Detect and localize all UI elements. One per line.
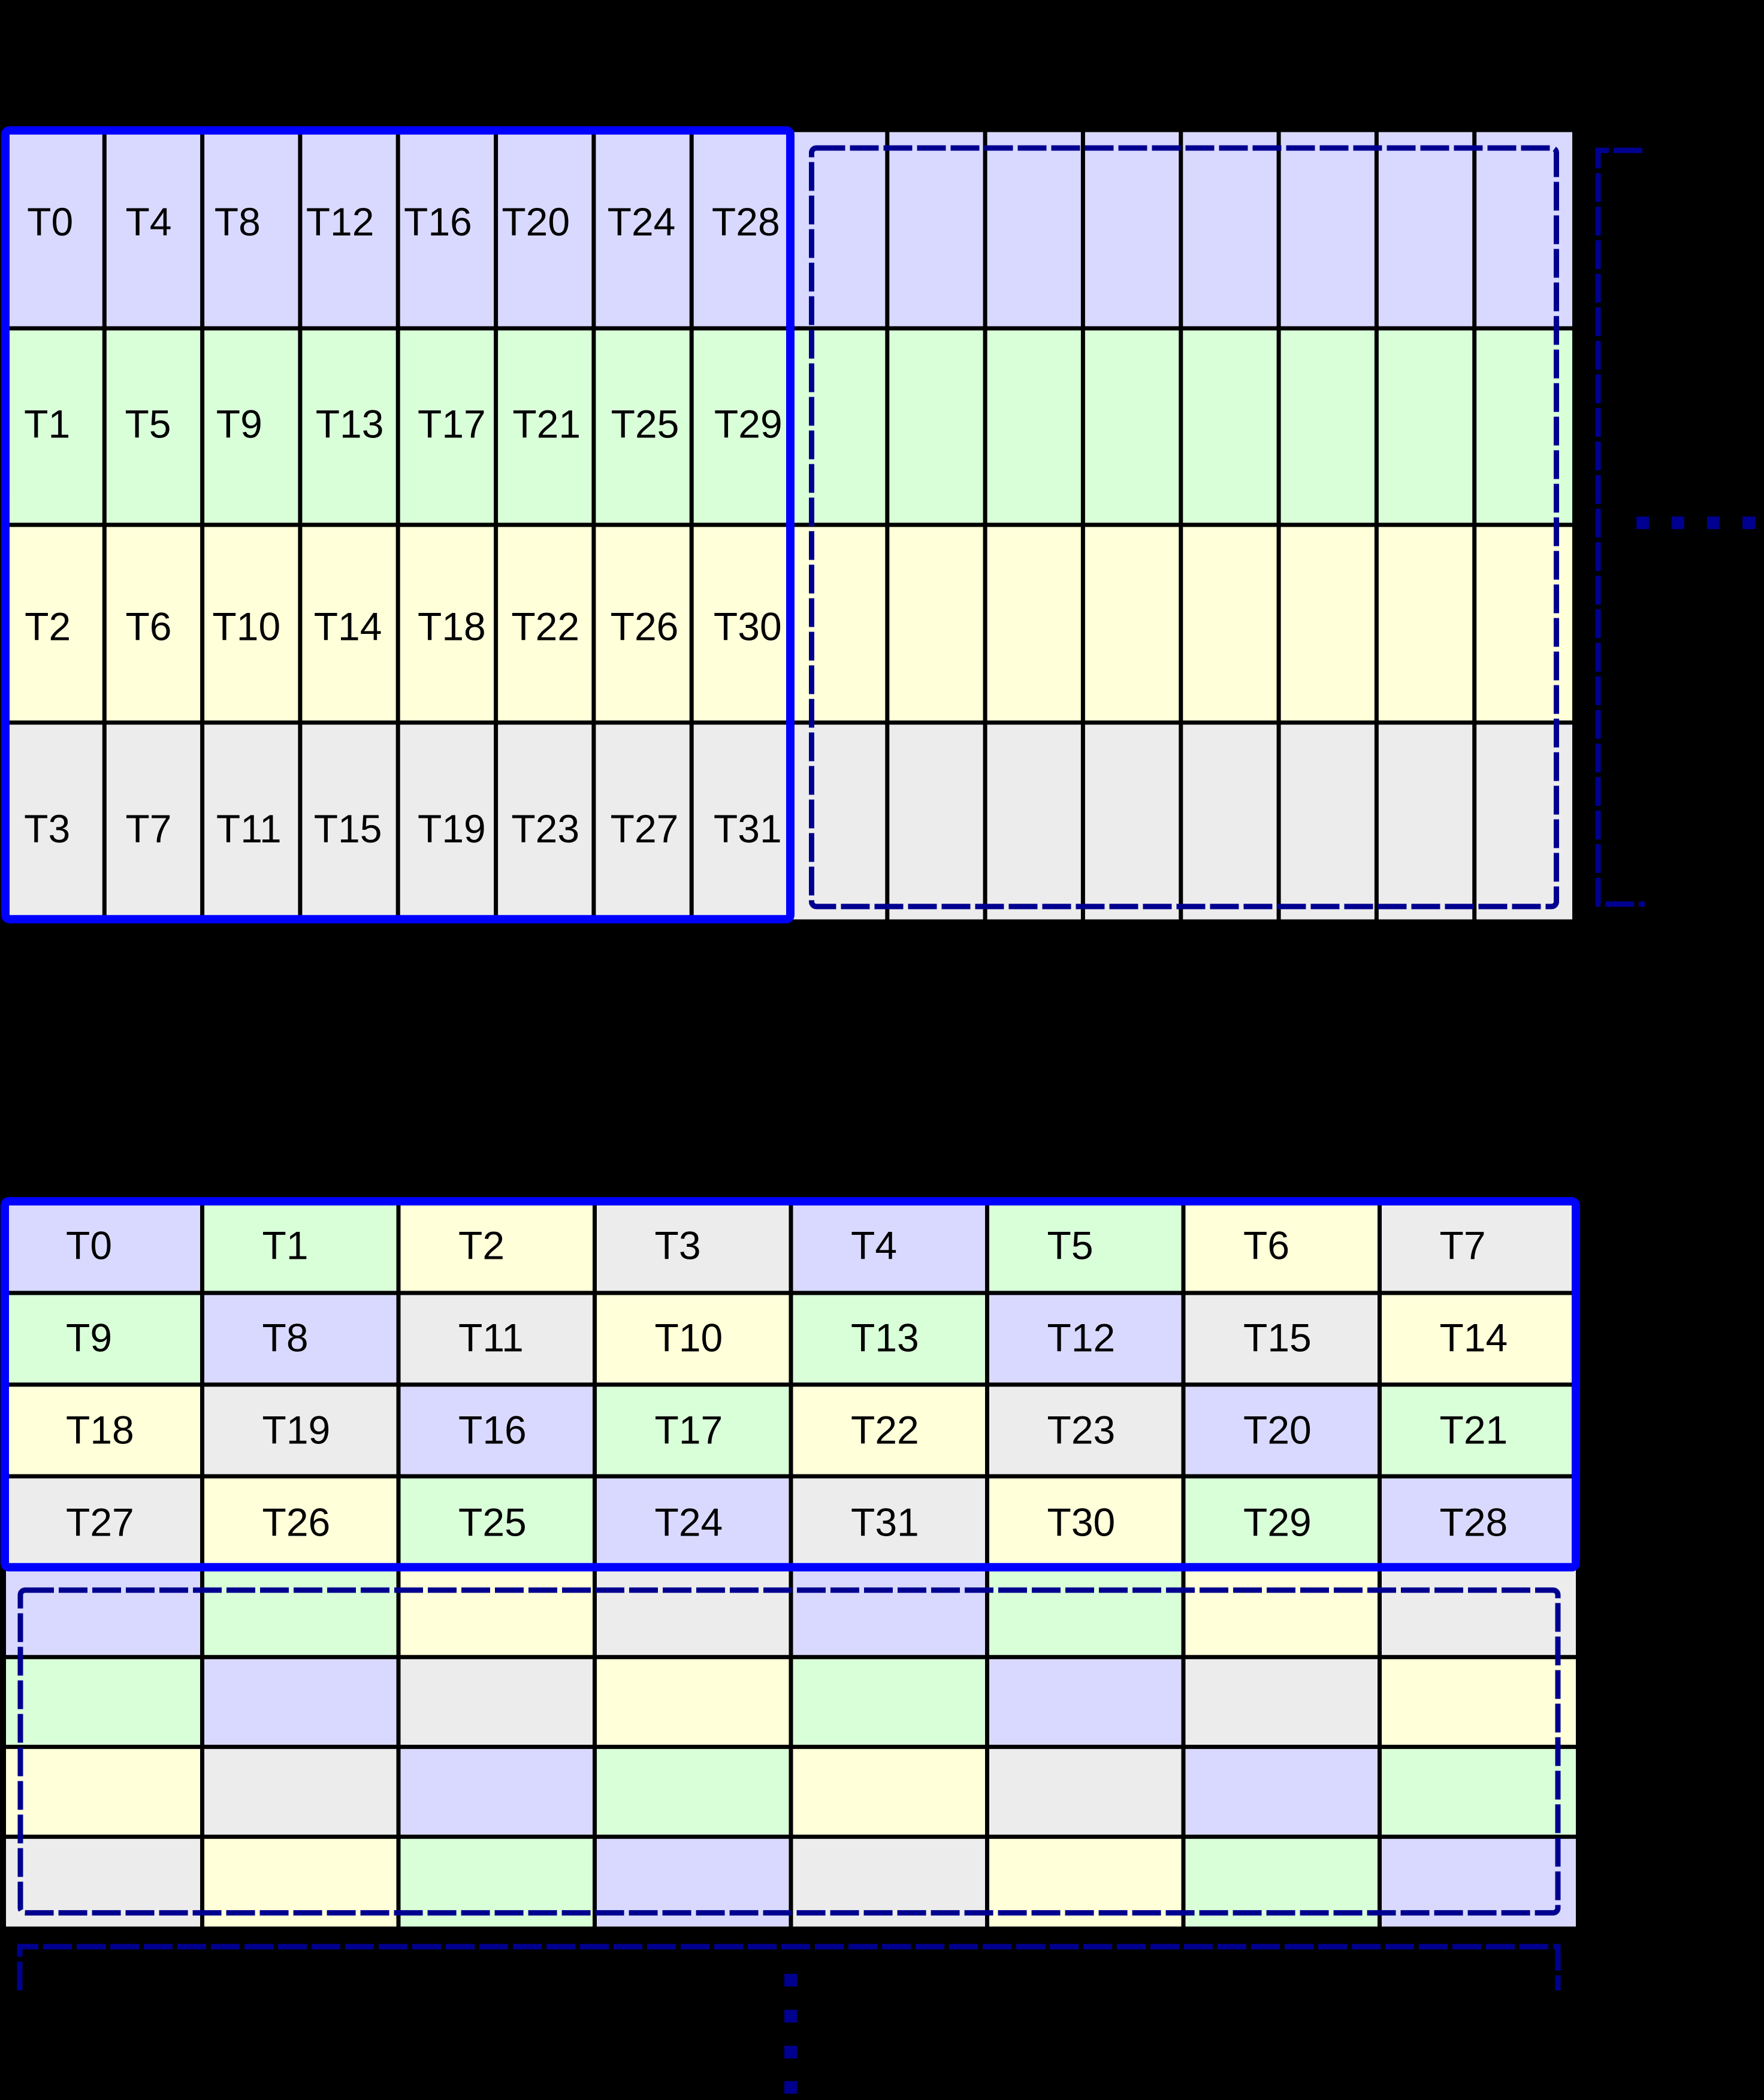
svg-text:T4: T4 [125, 200, 171, 244]
svg-text:T17: T17 [418, 402, 486, 446]
svg-text:T22: T22 [851, 1407, 919, 1452]
svg-text:T15: T15 [1243, 1315, 1312, 1359]
svg-text:T25: T25 [458, 1500, 527, 1544]
svg-text:T8: T8 [262, 1315, 309, 1359]
svg-text:T24: T24 [655, 1500, 723, 1544]
svg-text:T23: T23 [1047, 1407, 1116, 1452]
svg-text:T11: T11 [216, 806, 282, 851]
svg-text:T30: T30 [714, 604, 782, 648]
svg-text:T22: T22 [511, 604, 579, 648]
svg-text:T20: T20 [1243, 1407, 1312, 1452]
svg-text:T14: T14 [1440, 1315, 1508, 1359]
svg-text:T24: T24 [608, 200, 676, 244]
svg-text:T2: T2 [458, 1223, 505, 1267]
svg-text:T4: T4 [851, 1223, 897, 1267]
svg-text:T7: T7 [125, 806, 171, 851]
svg-text:T25: T25 [611, 402, 679, 446]
svg-text:T18: T18 [66, 1407, 134, 1452]
svg-text:T10: T10 [655, 1315, 723, 1359]
svg-text:T16: T16 [404, 200, 472, 244]
svg-text:T6: T6 [1243, 1223, 1289, 1267]
svg-text:T14: T14 [314, 604, 382, 648]
svg-text:T13: T13 [316, 402, 384, 446]
svg-text:T0: T0 [66, 1223, 112, 1267]
svg-text:T9: T9 [216, 402, 262, 446]
svg-text:T30: T30 [1047, 1500, 1116, 1544]
svg-text:T3: T3 [655, 1223, 701, 1267]
svg-text:T27: T27 [611, 806, 679, 851]
svg-text:T26: T26 [262, 1500, 331, 1544]
svg-text:T12: T12 [306, 200, 374, 244]
svg-text:T8: T8 [215, 200, 261, 244]
svg-text:T26: T26 [611, 604, 679, 648]
svg-text:T9: T9 [66, 1315, 112, 1359]
svg-text:T0: T0 [27, 200, 73, 244]
svg-text:T21: T21 [512, 402, 581, 446]
svg-text:T19: T19 [262, 1407, 331, 1452]
svg-text:T23: T23 [511, 806, 579, 851]
svg-text:T10: T10 [212, 604, 280, 648]
svg-text:T31: T31 [714, 806, 782, 851]
svg-text:T18: T18 [418, 604, 486, 648]
svg-text:T29: T29 [1243, 1500, 1312, 1544]
svg-text:T13: T13 [851, 1315, 919, 1359]
svg-text:T19: T19 [418, 806, 486, 851]
svg-text:T31: T31 [851, 1500, 919, 1544]
svg-text:T7: T7 [1440, 1223, 1486, 1267]
svg-text:T16: T16 [458, 1407, 527, 1452]
svg-text:T5: T5 [1047, 1223, 1094, 1267]
svg-text:T2: T2 [25, 604, 71, 648]
svg-text:T28: T28 [1440, 1500, 1508, 1544]
svg-text:T6: T6 [125, 604, 171, 648]
svg-text:T5: T5 [125, 402, 171, 446]
svg-text:T28: T28 [712, 200, 780, 244]
svg-text:T11: T11 [458, 1315, 524, 1359]
svg-text:T12: T12 [1047, 1315, 1116, 1359]
svg-text:T27: T27 [66, 1500, 134, 1544]
svg-text:T15: T15 [314, 806, 382, 851]
svg-text:T17: T17 [655, 1407, 723, 1452]
svg-text:T1: T1 [262, 1223, 309, 1267]
svg-text:T20: T20 [502, 200, 570, 244]
svg-text:T1: T1 [24, 402, 70, 446]
svg-text:T21: T21 [1440, 1407, 1508, 1452]
svg-text:T29: T29 [714, 402, 783, 446]
svg-text:T3: T3 [24, 806, 70, 851]
